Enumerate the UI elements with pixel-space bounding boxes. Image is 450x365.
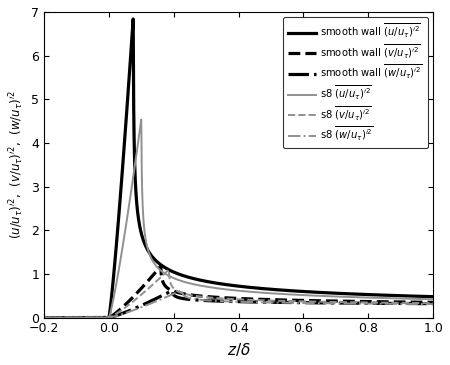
Line: smooth wall $\overline{(w/u_\tau)^{\prime 2}}$: smooth wall $\overline{(w/u_\tau)^{\prim…	[44, 291, 433, 318]
smooth wall $\overline{(v/u_\tau)^{\prime 2}}$	[86, 315, 91, 320]
smooth wall $\overline{(u/u_\tau)^{\prime 2}}$	[423, 294, 428, 299]
s8 $\overline{(w/u_\tau)^{\prime 2}}$	[207, 299, 213, 303]
smooth wall $\overline{(u/u_\tau)^{\prime 2}}$	[130, 17, 136, 21]
smooth wall $\overline{(v/u_\tau)^{\prime 2}}$	[158, 264, 163, 268]
s8 $\overline{(w/u_\tau)^{\prime 2}}$	[423, 302, 428, 306]
s8 $\overline{(w/u_\tau)^{\prime 2}}$	[381, 301, 387, 306]
s8 $\overline{(w/u_\tau)^{\prime 2}}$	[86, 315, 91, 320]
Legend: smooth wall $\overline{(u/u_\tau)^{\prime 2}}$, smooth wall $\overline{(v/u_\tau: smooth wall $\overline{(u/u_\tau)^{\prim…	[284, 17, 428, 149]
smooth wall $\overline{(w/u_\tau)^{\prime 2}}$	[381, 301, 387, 306]
s8 $\overline{(v/u_\tau)^{\prime 2}}$	[86, 315, 91, 320]
s8 $\overline{(v/u_\tau)^{\prime 2}}$	[381, 300, 387, 305]
s8 $\overline{(w/u_\tau)^{\prime 2}}$	[430, 302, 436, 306]
smooth wall $\overline{(v/u_\tau)^{\prime 2}}$	[430, 300, 436, 304]
s8 $\overline{(v/u_\tau)^{\prime 2}}$	[166, 268, 171, 272]
Line: smooth wall $\overline{(v/u_\tau)^{\prime 2}}$: smooth wall $\overline{(v/u_\tau)^{\prim…	[44, 266, 433, 318]
s8 $\overline{(v/u_\tau)^{\prime 2}}$	[191, 293, 196, 298]
smooth wall $\overline{(w/u_\tau)^{\prime 2}}$	[423, 301, 428, 306]
smooth wall $\overline{(u/u_\tau)^{\prime 2}}$	[207, 280, 213, 284]
Line: smooth wall $\overline{(u/u_\tau)^{\prime 2}}$: smooth wall $\overline{(u/u_\tau)^{\prim…	[44, 19, 433, 318]
smooth wall $\overline{(u/u_\tau)^{\prime 2}}$	[430, 295, 436, 299]
s8 $\overline{(u/u_\tau)^{\prime 2}}$	[381, 296, 387, 300]
smooth wall $\overline{(v/u_\tau)^{\prime 2}}$	[41, 315, 47, 320]
smooth wall $\overline{(u/u_\tau)^{\prime 2}}$	[86, 315, 91, 320]
s8 $\overline{(u/u_\tau)^{\prime 2}}$	[430, 297, 436, 301]
s8 $\overline{(u/u_\tau)^{\prime 2}}$	[423, 297, 428, 301]
s8 $\overline{(u/u_\tau)^{\prime 2}}$	[139, 118, 144, 122]
Line: s8 $\overline{(w/u_\tau)^{\prime 2}}$: s8 $\overline{(w/u_\tau)^{\prime 2}}$	[44, 290, 433, 318]
s8 $\overline{(u/u_\tau)^{\prime 2}}$	[41, 315, 47, 320]
s8 $\overline{(v/u_\tau)^{\prime 2}}$	[41, 315, 47, 320]
s8 $\overline{(u/u_\tau)^{\prime 2}}$	[207, 285, 213, 289]
s8 $\overline{(w/u_\tau)^{\prime 2}}$	[179, 288, 184, 292]
smooth wall $\overline{(w/u_\tau)^{\prime 2}}$	[41, 315, 47, 320]
s8 $\overline{(u/u_\tau)^{\prime 2}}$	[109, 306, 114, 310]
smooth wall $\overline{(w/u_\tau)^{\prime 2}}$	[169, 288, 175, 293]
s8 $\overline{(v/u_\tau)^{\prime 2}}$	[430, 301, 436, 306]
smooth wall $\overline{(v/u_\tau)^{\prime 2}}$	[207, 295, 213, 299]
s8 $\overline{(w/u_\tau)^{\prime 2}}$	[41, 315, 47, 320]
smooth wall $\overline{(u/u_\tau)^{\prime 2}}$	[191, 276, 196, 281]
s8 $\overline{(w/u_\tau)^{\prime 2}}$	[191, 297, 196, 301]
Line: s8 $\overline{(v/u_\tau)^{\prime 2}}$: s8 $\overline{(v/u_\tau)^{\prime 2}}$	[44, 270, 433, 318]
s8 $\overline{(v/u_\tau)^{\prime 2}}$	[423, 301, 428, 306]
smooth wall $\overline{(u/u_\tau)^{\prime 2}}$	[41, 315, 47, 320]
s8 $\overline{(u/u_\tau)^{\prime 2}}$	[86, 315, 91, 320]
smooth wall $\overline{(w/u_\tau)^{\prime 2}}$	[430, 301, 436, 306]
s8 $\overline{(v/u_\tau)^{\prime 2}}$	[109, 314, 114, 319]
s8 $\overline{(w/u_\tau)^{\prime 2}}$	[109, 315, 114, 319]
smooth wall $\overline{(w/u_\tau)^{\prime 2}}$	[86, 315, 91, 320]
smooth wall $\overline{(v/u_\tau)^{\prime 2}}$	[109, 314, 114, 318]
X-axis label: $z/\delta$: $z/\delta$	[227, 341, 251, 358]
Line: s8 $\overline{(u/u_\tau)^{\prime 2}}$: s8 $\overline{(u/u_\tau)^{\prime 2}}$	[44, 120, 433, 318]
smooth wall $\overline{(u/u_\tau)^{\prime 2}}$	[109, 295, 114, 299]
s8 $\overline{(v/u_\tau)^{\prime 2}}$	[207, 295, 213, 300]
s8 $\overline{(u/u_\tau)^{\prime 2}}$	[191, 282, 196, 287]
smooth wall $\overline{(w/u_\tau)^{\prime 2}}$	[109, 315, 114, 319]
smooth wall $\overline{(v/u_\tau)^{\prime 2}}$	[191, 293, 196, 297]
Y-axis label: $(u/u_\tau)^{\prime 2}$,  $(v/u_\tau)^{\prime 2}$,  $(w/u_\tau)^{\prime 2}$: $(u/u_\tau)^{\prime 2}$, $(v/u_\tau)^{\p…	[7, 91, 26, 239]
smooth wall $\overline{(v/u_\tau)^{\prime 2}}$	[423, 300, 428, 304]
smooth wall $\overline{(u/u_\tau)^{\prime 2}}$	[381, 293, 387, 297]
smooth wall $\overline{(w/u_\tau)^{\prime 2}}$	[207, 299, 213, 303]
smooth wall $\overline{(w/u_\tau)^{\prime 2}}$	[191, 297, 196, 302]
smooth wall $\overline{(v/u_\tau)^{\prime 2}}$	[381, 300, 387, 304]
